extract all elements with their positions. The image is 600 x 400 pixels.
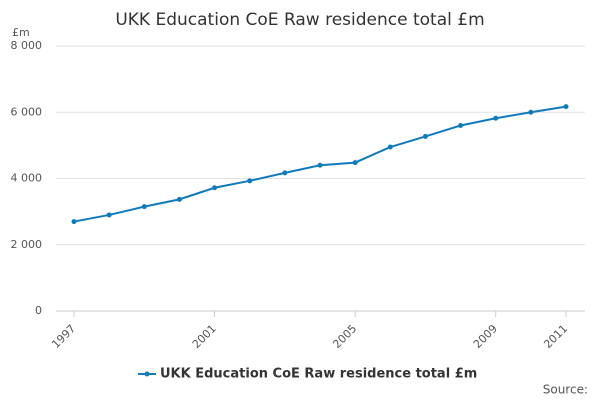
point	[212, 185, 218, 191]
point	[387, 144, 393, 150]
y-tick-label: 0	[35, 304, 42, 317]
source: Source:	[543, 383, 588, 397]
x-tick-label: 2009	[471, 322, 500, 351]
y-tick-label: 8 000	[11, 39, 43, 52]
chart-title: UKK Education CoE Raw residence total £m	[115, 10, 484, 30]
point	[317, 162, 323, 168]
y-unit: £m	[12, 26, 30, 39]
point	[247, 178, 253, 184]
point	[563, 104, 569, 110]
point	[176, 196, 182, 202]
point	[528, 109, 534, 115]
point	[141, 204, 147, 210]
point	[422, 133, 428, 139]
y-tick-label: 2 000	[11, 238, 43, 251]
point	[282, 170, 288, 176]
point	[352, 160, 358, 166]
x-tick-label: 2001	[190, 322, 219, 351]
point	[106, 212, 112, 218]
point	[493, 115, 499, 121]
legend-marker	[144, 371, 150, 377]
y-tick-label: 4 000	[11, 172, 43, 185]
y-tick-label: 6 000	[11, 105, 43, 118]
legend-label: UKK Education CoE Raw residence total £m	[160, 367, 477, 382]
point	[71, 219, 77, 225]
point	[458, 123, 464, 128]
x-tick-label: 2011	[541, 322, 570, 351]
x-tick-label: 1997	[49, 322, 78, 351]
x-tick-label: 2005	[330, 322, 359, 351]
